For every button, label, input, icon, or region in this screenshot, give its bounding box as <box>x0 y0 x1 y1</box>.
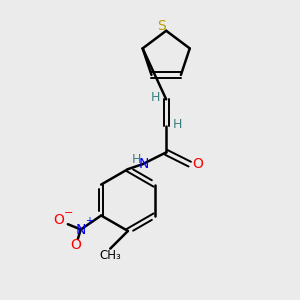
Text: N: N <box>139 157 149 170</box>
Text: O: O <box>54 213 64 227</box>
Text: H: H <box>131 153 141 166</box>
Text: O: O <box>193 157 203 171</box>
Text: H: H <box>173 118 182 131</box>
Text: O: O <box>70 238 81 252</box>
Text: −: − <box>64 208 74 218</box>
Text: CH₃: CH₃ <box>99 249 121 262</box>
Text: +: + <box>85 216 93 226</box>
Text: N: N <box>76 223 86 236</box>
Text: S: S <box>158 19 166 33</box>
Text: H: H <box>150 92 160 104</box>
